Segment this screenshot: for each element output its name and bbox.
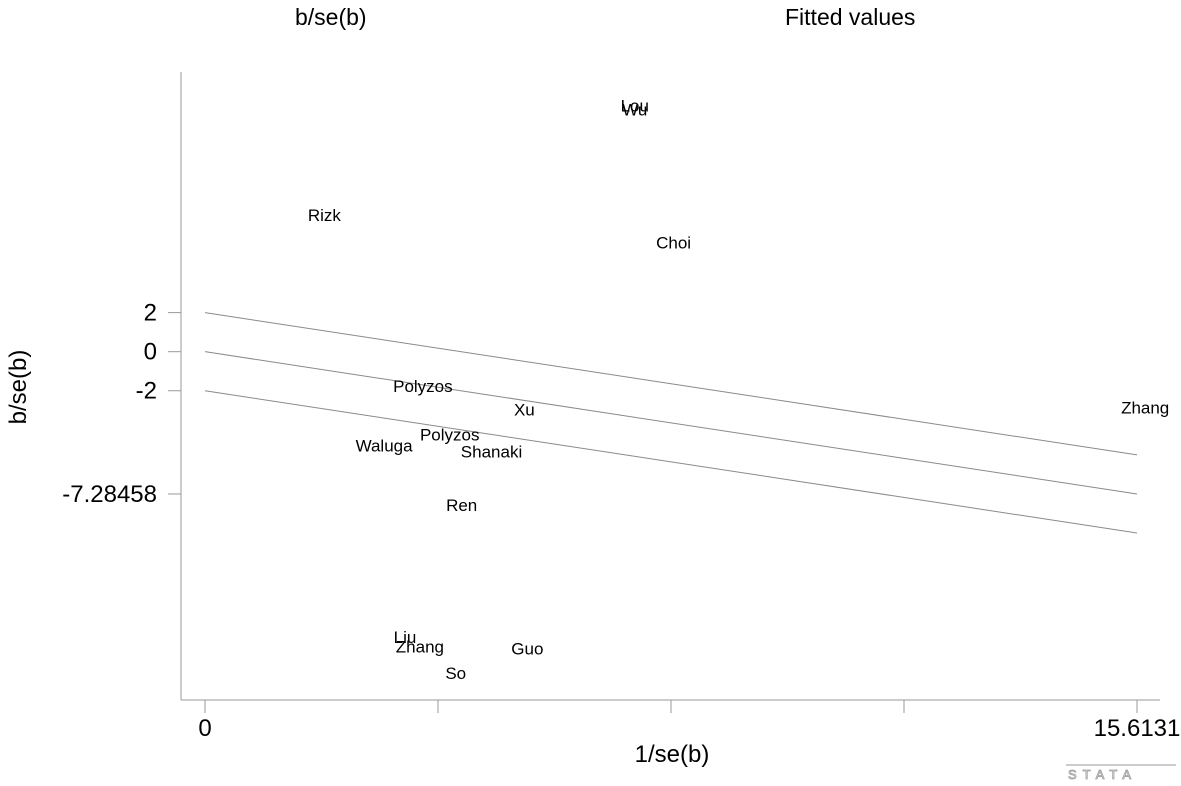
fitted-line [204, 351, 1138, 495]
y-tick-label: -7.28458 [62, 481, 157, 508]
svg-text:STATA: STATA [1068, 767, 1137, 782]
study-point-label: Polyzos [420, 426, 480, 445]
x-tick-label: 15.6131 [1094, 715, 1181, 742]
y-tick-label: -2 [136, 378, 157, 405]
study-point-label: So [445, 664, 466, 683]
study-point-label: Zhang [1121, 398, 1169, 417]
study-point-label: Rizk [308, 206, 342, 225]
fitted-line [204, 390, 1138, 534]
axis-labels: 1/se(b) b/se(b) [5, 350, 709, 768]
study-point-label: Lou [621, 97, 649, 116]
study-point-label: Wu [622, 100, 647, 119]
fitted-lines [204, 312, 1138, 534]
x-axis-label: 1/se(b) [635, 741, 710, 768]
stata-logo: STATA [1066, 764, 1176, 782]
study-point-label: Shanaki [461, 442, 522, 461]
legend-series2-label: Fitted values [785, 4, 916, 30]
study-point-label: Liu [394, 628, 417, 647]
study-point-label: Polyzos [393, 377, 453, 396]
x-tick-label: 0 [198, 715, 211, 742]
y-axis-label: b/se(b) [5, 350, 32, 425]
y-tick-label: 0 [144, 339, 157, 366]
fitted-line [204, 312, 1138, 456]
y-tick-label: 2 [144, 300, 157, 327]
legend-series1-label: b/se(b) [295, 4, 367, 30]
study-point-label: Ren [446, 496, 477, 515]
study-point-label: Zhang [396, 638, 444, 657]
axes: 2 0 -2 -7.28458 0 15.6131 [62, 72, 1180, 742]
study-point-label: Xu [514, 400, 535, 419]
study-point-label: Guo [511, 640, 543, 659]
study-point-label: Waluga [356, 436, 414, 455]
study-point-label: Choi [656, 233, 691, 252]
